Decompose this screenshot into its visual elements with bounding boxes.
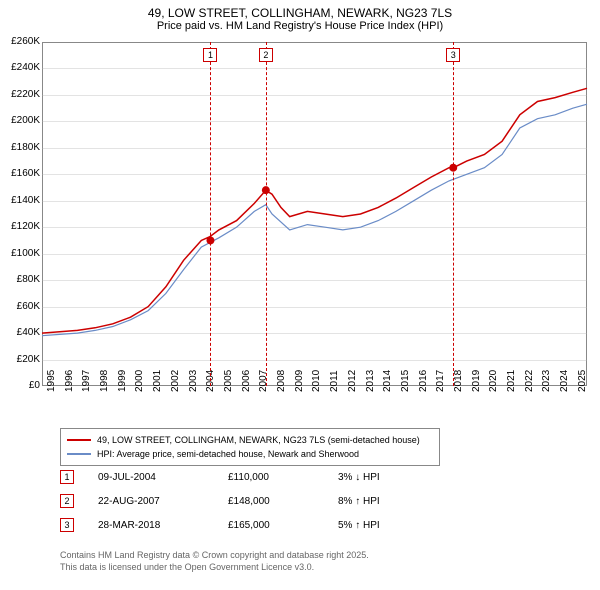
footer-line2: This data is licensed under the Open Gov…	[60, 562, 369, 574]
series-price_paid	[42, 88, 587, 333]
sale-row-date: 28-MAR-2018	[98, 520, 228, 531]
sale-row-marker: 3	[60, 518, 74, 532]
sale-marker-line	[266, 42, 267, 386]
footer-line1: Contains HM Land Registry data © Crown c…	[60, 550, 369, 562]
legend-row: HPI: Average price, semi-detached house,…	[67, 447, 433, 461]
legend-swatch	[67, 439, 91, 441]
sale-marker-line	[210, 42, 211, 386]
sale-row-price: £165,000	[228, 520, 338, 531]
sale-row-delta: 3% ↓ HPI	[338, 472, 428, 483]
series-hpi	[42, 104, 587, 336]
sale-row-date: 09-JUL-2004	[98, 472, 228, 483]
sale-row-date: 22-AUG-2007	[98, 496, 228, 507]
legend-row: 49, LOW STREET, COLLINGHAM, NEWARK, NG23…	[67, 433, 433, 447]
legend: 49, LOW STREET, COLLINGHAM, NEWARK, NG23…	[60, 428, 440, 466]
legend-swatch	[67, 453, 91, 455]
sale-row: 2 22-AUG-2007£148,0008% ↑ HPI	[60, 494, 428, 508]
sale-marker-box: 1	[203, 48, 217, 62]
legend-label: HPI: Average price, semi-detached house,…	[97, 449, 359, 459]
chart-lines	[0, 0, 600, 430]
sale-row-marker: 1	[60, 470, 74, 484]
sale-marker-box: 3	[446, 48, 460, 62]
sale-marker-line	[453, 42, 454, 386]
sale-row: 3 28-MAR-2018£165,0005% ↑ HPI	[60, 518, 428, 532]
sale-row-delta: 8% ↑ HPI	[338, 496, 428, 507]
chart-area: £0£20K£40K£60K£80K£100K£120K£140K£160K£1…	[0, 0, 600, 430]
legend-label: 49, LOW STREET, COLLINGHAM, NEWARK, NG23…	[97, 435, 420, 445]
sale-marker-box: 2	[259, 48, 273, 62]
sale-row-delta: 5% ↑ HPI	[338, 520, 428, 531]
sale-row-marker: 2	[60, 494, 74, 508]
footer-text: Contains HM Land Registry data © Crown c…	[60, 550, 369, 573]
sale-row-price: £110,000	[228, 472, 338, 483]
sale-row-price: £148,000	[228, 496, 338, 507]
sale-row: 1 09-JUL-2004£110,0003% ↓ HPI	[60, 470, 428, 484]
